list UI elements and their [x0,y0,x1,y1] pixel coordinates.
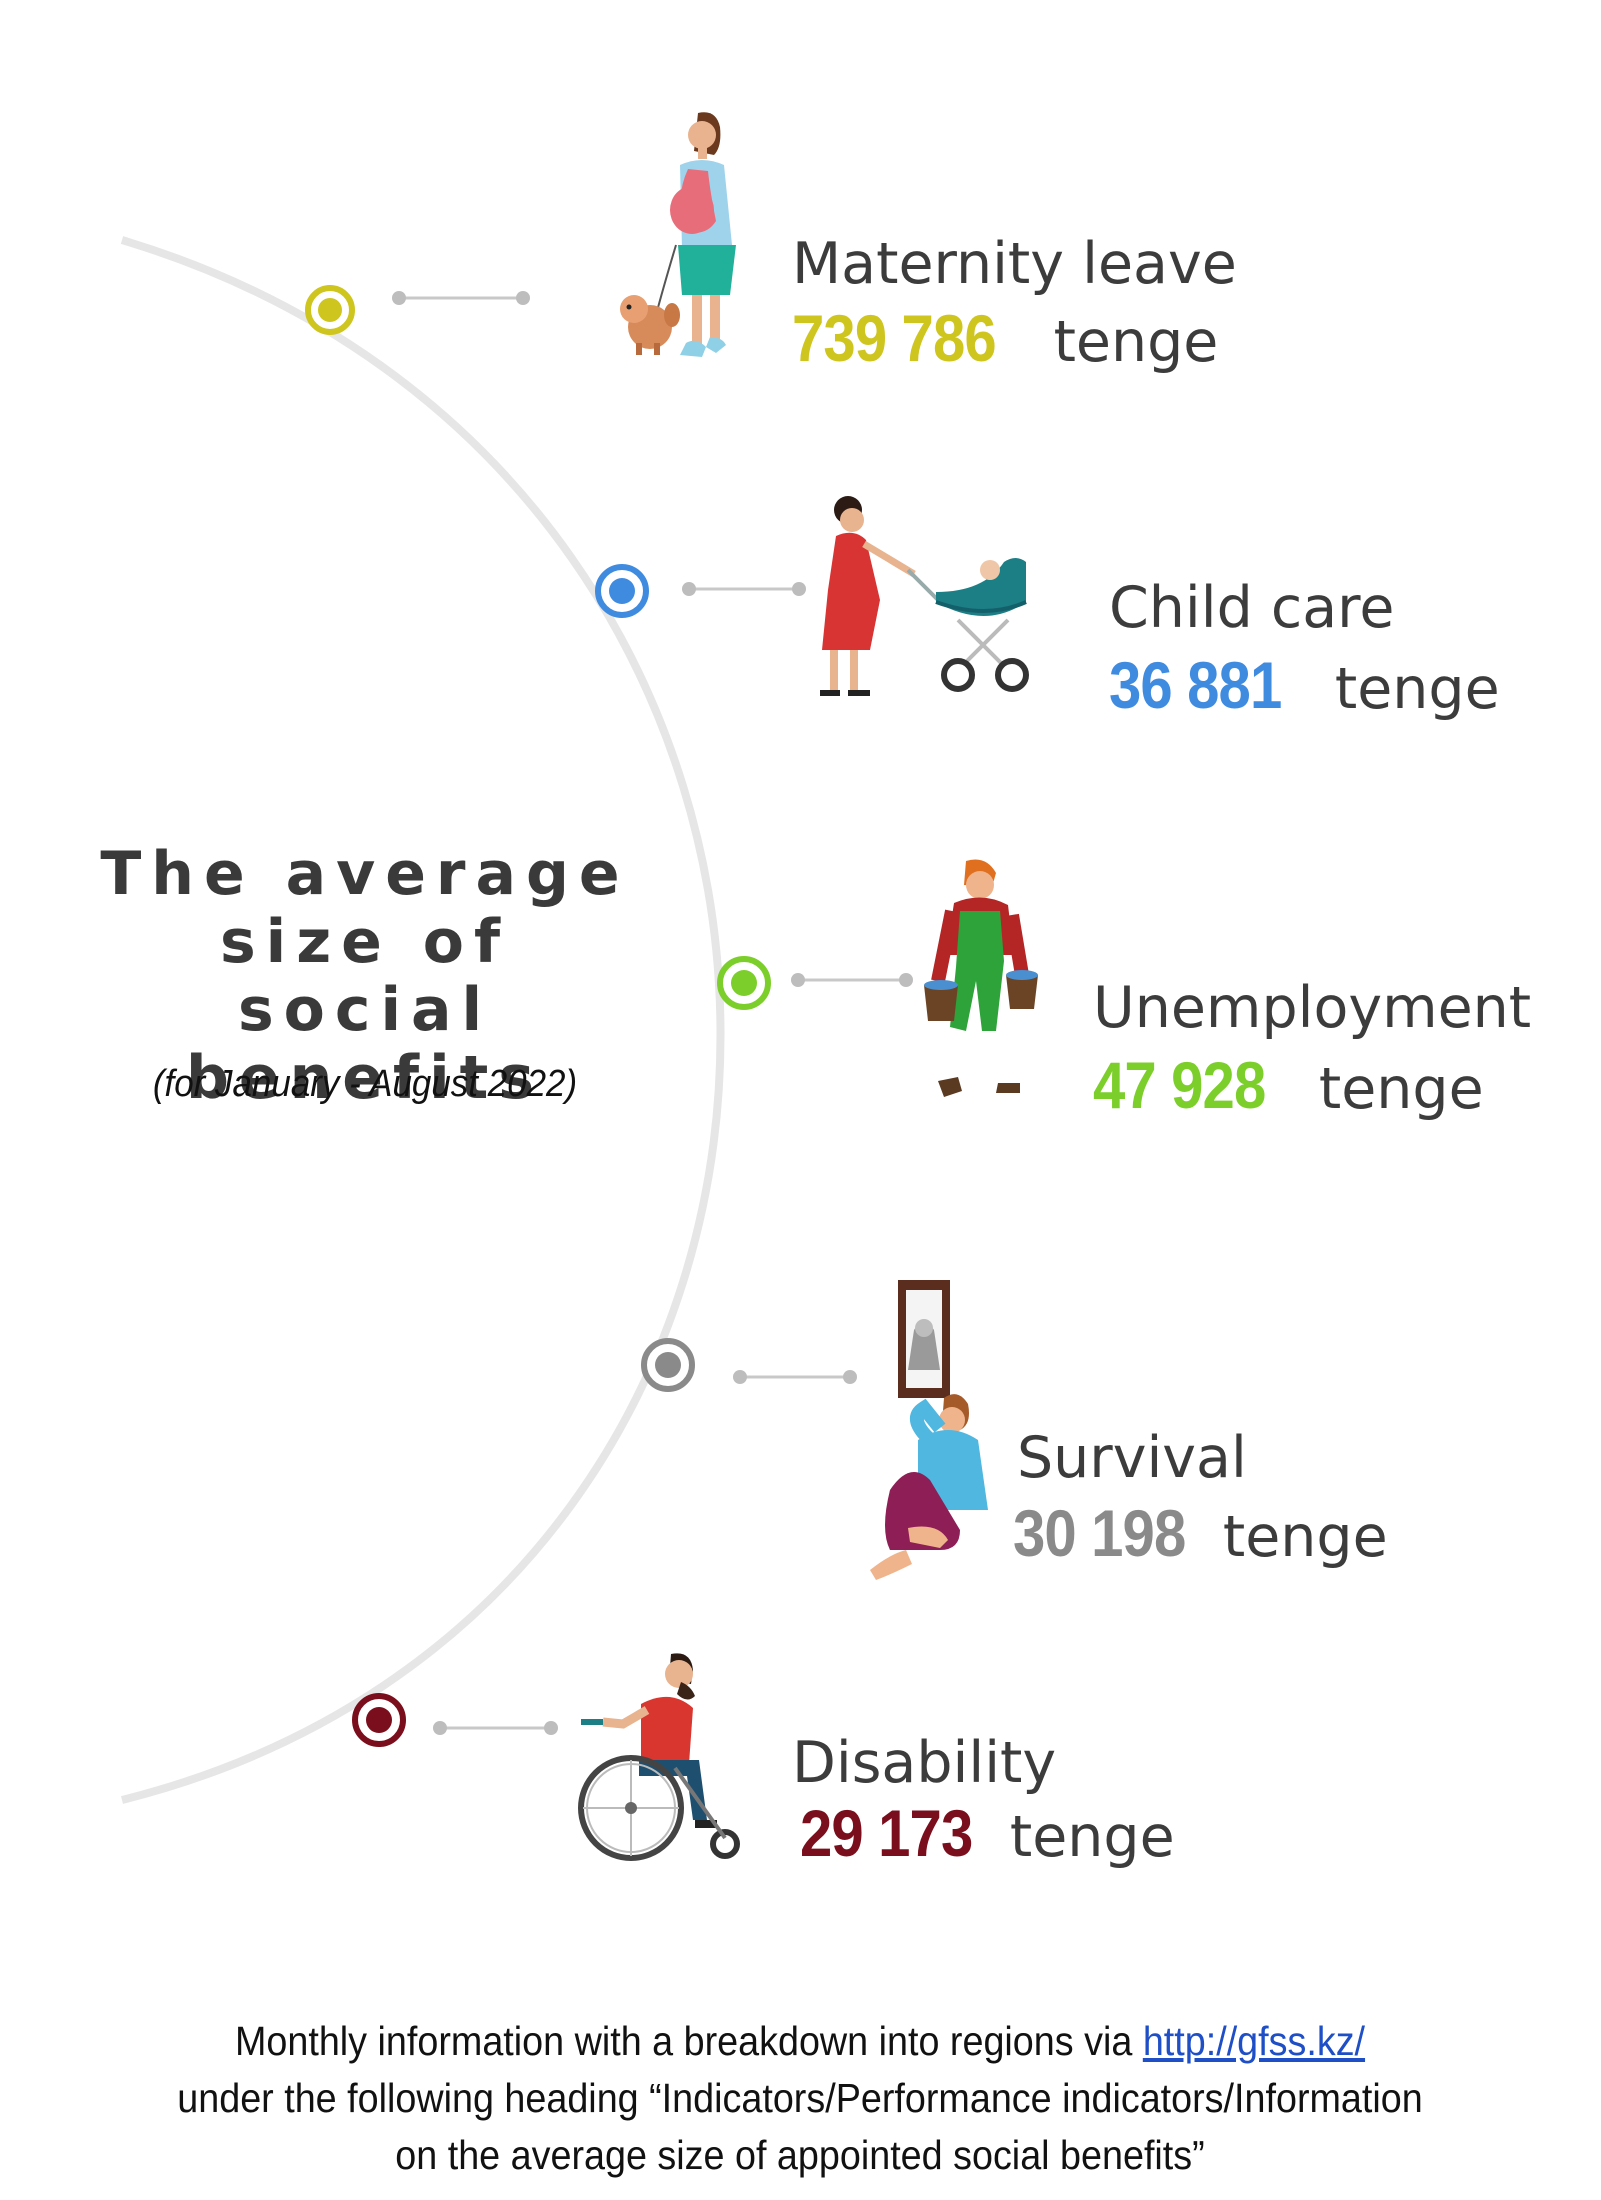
benefit-amount-disability: 29 173 [800,1796,973,1870]
worker-with-buckets-icon [924,859,1038,1097]
benefit-amount-maternity: 739 786 [792,301,997,375]
title-period: (for January - August 2022) [152,1063,578,1105]
title-line-2: size of social [219,907,511,1045]
benefit-amount-row-maternity: 739 786 tenge [792,305,1218,371]
timeline-node-childcare [595,564,649,618]
benefit-amount-row-survival: 30 198 tenge [1013,1500,1388,1566]
benefit-label-unemployment: Unemployment [1093,975,1532,1041]
footer-note: Monthly information with a breakdown int… [165,2013,1435,2184]
connector-unemployment [791,973,913,987]
pregnant-woman-with-dog-icon [620,112,736,357]
timeline-node-disability [352,1693,406,1747]
title-line-3: benefits [185,1043,545,1113]
benefit-amount-survival: 30 198 [1013,1496,1186,1570]
benefit-unit-maternity: tenge [1053,309,1219,375]
benefit-amount-unemployment: 47 928 [1093,1048,1266,1122]
connector-disability [433,1721,558,1735]
footer-line-2: under the following heading “Indicators/… [177,2075,1423,2121]
benefit-unit-childcare: tenge [1334,656,1500,722]
benefit-label-disability: Disability [792,1730,1057,1796]
footer-link[interactable]: http://gfss.kz/ [1142,2018,1366,2064]
connector-survival [733,1370,857,1384]
connector-maternity [392,291,530,305]
benefit-amount-row-childcare: 36 881 tenge [1109,652,1500,718]
footer-line-1: Monthly information with a breakdown int… [165,2013,1435,2070]
man-in-wheelchair-icon [578,1653,740,1861]
benefit-amount-row-disability: 29 173 tenge [800,1800,1175,1866]
benefit-unit-survival: tenge [1222,1504,1388,1570]
footer-line-1-text: Monthly information with a breakdown int… [234,2018,1143,2064]
woman-with-stroller-icon [820,496,1029,696]
benefit-label-childcare: Child care [1109,575,1395,641]
benefit-unit-unemployment: tenge [1318,1056,1484,1122]
connector-childcare [682,582,806,596]
timeline-node-unemployment [717,956,771,1010]
page-title: The average size of social benefits [100,840,630,1112]
grieving-man-with-portrait-icon [870,1280,988,1580]
benefit-amount-childcare: 36 881 [1109,648,1282,722]
footer-line-3: on the average size of appointed social … [395,2132,1205,2178]
timeline-node-survival [641,1338,695,1392]
benefit-label-maternity: Maternity leave [792,231,1237,297]
timeline-node-maternity [305,285,355,335]
benefit-label-survival: Survival [1017,1425,1247,1491]
benefit-amount-row-unemployment: 47 928 tenge [1093,1052,1484,1118]
title-line-1: The average [100,839,630,909]
benefit-unit-disability: tenge [1009,1804,1175,1870]
